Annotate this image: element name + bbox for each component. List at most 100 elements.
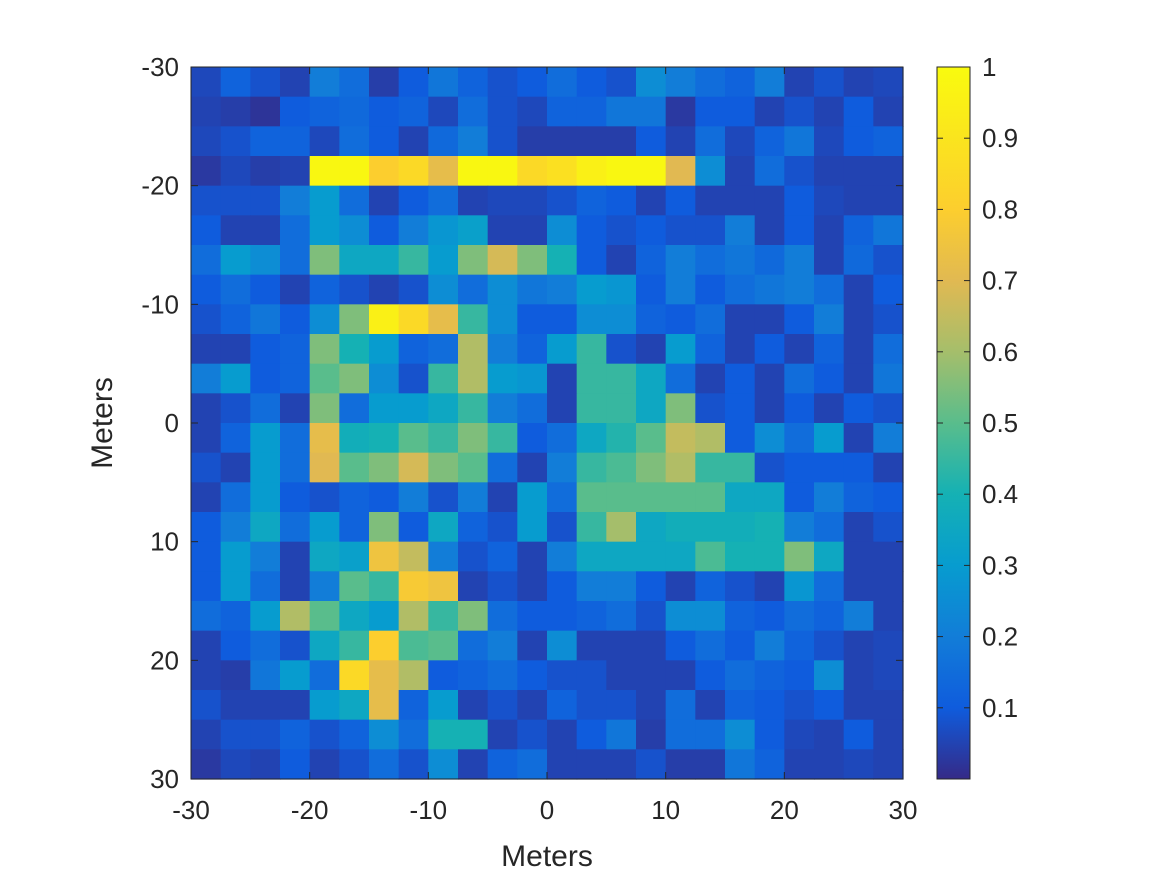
- heatmap-cell: [458, 245, 489, 276]
- heatmap-cell: [309, 512, 340, 543]
- heatmap-cell: [339, 630, 370, 661]
- heatmap-cell: [280, 690, 311, 721]
- heatmap-cell: [487, 96, 518, 127]
- heatmap-cell: [784, 749, 815, 780]
- heatmap-cell: [547, 541, 578, 572]
- heatmap-cell: [280, 156, 311, 187]
- heatmap-cell: [487, 245, 518, 276]
- heatmap-cell: [250, 749, 281, 780]
- heatmap-cell: [309, 156, 340, 187]
- heatmap-cell: [517, 363, 548, 394]
- heatmap-cell: [725, 215, 756, 246]
- heatmap-cell: [665, 126, 696, 157]
- x-tick-label: -30: [172, 795, 210, 825]
- heatmap-cell: [191, 156, 222, 187]
- heatmap-cell: [191, 749, 222, 780]
- heatmap-cell: [606, 215, 637, 246]
- heatmap-cell: [191, 96, 222, 127]
- heatmap-cell: [576, 185, 607, 216]
- heatmap-cell: [606, 719, 637, 750]
- heatmap-cell: [784, 156, 815, 187]
- heatmap-cell: [873, 423, 904, 454]
- heatmap-cell: [636, 334, 667, 365]
- heatmap-cell: [250, 571, 281, 602]
- heatmap-cell: [547, 215, 578, 246]
- heatmap-cell: [843, 334, 874, 365]
- heatmap-cell: [843, 423, 874, 454]
- heatmap-cell: [398, 156, 429, 187]
- heatmap-cell: [220, 67, 251, 98]
- heatmap-cell: [369, 601, 400, 632]
- heatmap-cell: [487, 690, 518, 721]
- heatmap-cell: [873, 304, 904, 335]
- heatmap-cell: [369, 452, 400, 483]
- heatmap-cell: [606, 749, 637, 780]
- heatmap-cell: [547, 156, 578, 187]
- heatmap-cell: [517, 749, 548, 780]
- heatmap-cell: [695, 512, 726, 543]
- heatmap-cell: [220, 156, 251, 187]
- heatmap-cell: [369, 393, 400, 424]
- heatmap-cell: [428, 96, 459, 127]
- heatmap-cell: [695, 274, 726, 305]
- heatmap-cell: [517, 96, 548, 127]
- heatmap-cell: [547, 334, 578, 365]
- heatmap-cell: [547, 690, 578, 721]
- heatmap-cell: [369, 96, 400, 127]
- heatmap-cell: [250, 690, 281, 721]
- heatmap-cell: [339, 571, 370, 602]
- heatmap-cell: [428, 126, 459, 157]
- heatmap-cell: [220, 660, 251, 691]
- heatmap-cell: [547, 452, 578, 483]
- heatmap-cell: [636, 245, 667, 276]
- heatmap-cell: [191, 512, 222, 543]
- heatmap-cell: [487, 601, 518, 632]
- heatmap-cell: [814, 96, 845, 127]
- heatmap-cell: [458, 126, 489, 157]
- heatmap-cell: [814, 215, 845, 246]
- heatmap-cell: [339, 512, 370, 543]
- heatmap-cell: [695, 630, 726, 661]
- heatmap-cell: [576, 630, 607, 661]
- heatmap-cell: [725, 96, 756, 127]
- heatmap-cell: [784, 334, 815, 365]
- heatmap-cell: [398, 690, 429, 721]
- heatmap-cell: [191, 215, 222, 246]
- heatmap-cell: [280, 126, 311, 157]
- heatmap-cell: [636, 215, 667, 246]
- heatmap-cell: [784, 274, 815, 305]
- heatmap-cell: [695, 423, 726, 454]
- heatmap-cell: [280, 215, 311, 246]
- heatmap-cell: [280, 512, 311, 543]
- heatmap-cell: [725, 67, 756, 98]
- x-tick-label: 20: [770, 795, 799, 825]
- heatmap-cell: [784, 512, 815, 543]
- heatmap-cell: [280, 393, 311, 424]
- heatmap-cell: [458, 482, 489, 513]
- heatmap-cell: [665, 245, 696, 276]
- heatmap-cell: [754, 660, 785, 691]
- heatmap-cell: [725, 245, 756, 276]
- heatmap-cell: [458, 423, 489, 454]
- heatmap-cell: [191, 630, 222, 661]
- x-tick-label: 30: [889, 795, 918, 825]
- heatmap-cell: [636, 452, 667, 483]
- heatmap-cell: [814, 185, 845, 216]
- heatmap-cell: [369, 571, 400, 602]
- heatmap-cell: [754, 185, 785, 216]
- heatmap-cell: [725, 126, 756, 157]
- heatmap-cell: [665, 749, 696, 780]
- heatmap-cell: [250, 245, 281, 276]
- heatmap-cell: [220, 393, 251, 424]
- heatmap-cell: [458, 96, 489, 127]
- heatmap-cell: [814, 393, 845, 424]
- heatmap-cell: [220, 690, 251, 721]
- heatmap-cell: [547, 482, 578, 513]
- heatmap-cell: [250, 660, 281, 691]
- heatmap-cell: [843, 719, 874, 750]
- heatmap-cell: [606, 304, 637, 335]
- heatmap-cell: [576, 334, 607, 365]
- heatmap-cell: [665, 512, 696, 543]
- heatmap-cell: [843, 304, 874, 335]
- heatmap-cell: [606, 245, 637, 276]
